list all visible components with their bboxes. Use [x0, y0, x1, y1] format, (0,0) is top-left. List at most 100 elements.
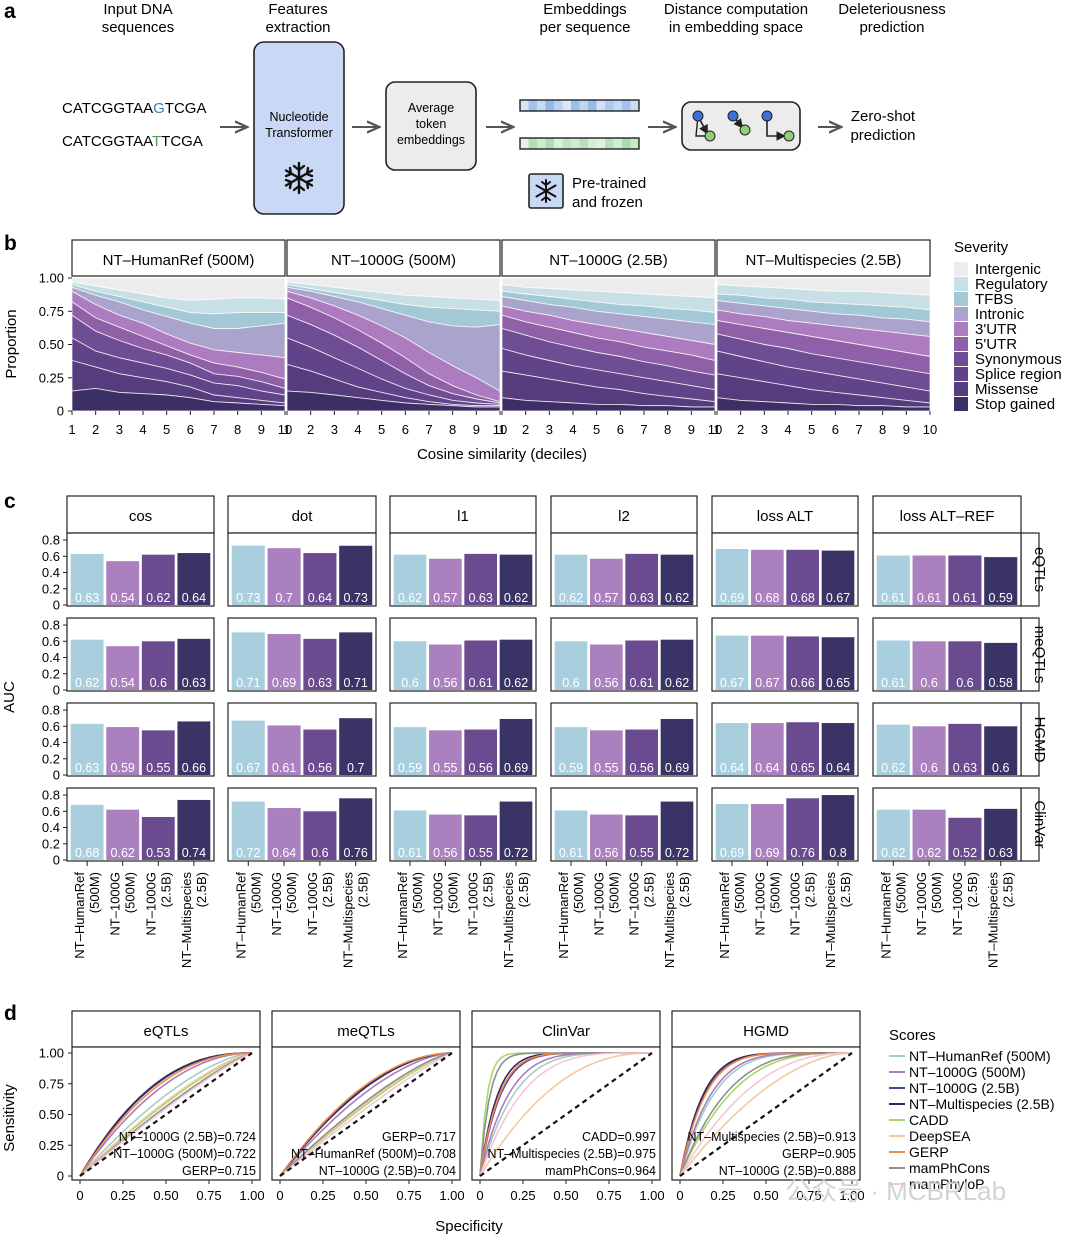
y-tick-label: 0.8: [42, 788, 60, 803]
embedding-cell: [596, 100, 605, 111]
step-title-line: sequences: [102, 19, 175, 36]
bar-value-label: 0.6: [311, 846, 328, 860]
bar: [429, 644, 462, 690]
bar: [393, 810, 427, 860]
roc-curve: [279, 1052, 453, 1177]
bar: [751, 723, 784, 775]
bar: [231, 545, 265, 605]
bar: [590, 644, 623, 690]
embedding-cell: [613, 100, 622, 111]
x-category-label: NT–1000G: [108, 872, 123, 936]
bar: [554, 727, 588, 775]
x-tick-label: 5: [163, 422, 170, 437]
bar-facet: 0.61 0.61 0.61 0.59: [872, 532, 1022, 607]
bar: [715, 548, 749, 605]
y-tick-label: 0.25: [39, 1138, 64, 1153]
legend-swatch: [954, 382, 968, 396]
bar-value-label: 0.64: [308, 591, 332, 605]
watermark: 公众号 · MCBRLab: [785, 1176, 1006, 1206]
transformer-box: [253, 41, 345, 215]
bar: [106, 561, 140, 605]
bar-value-label: 0.54: [111, 591, 135, 605]
bar-value-label: 0.56: [594, 846, 618, 860]
y-tick-label: 0: [53, 853, 60, 868]
bar-value-label: 0.61: [559, 846, 583, 860]
bar: [821, 637, 855, 690]
bar: [876, 640, 910, 690]
facet-strip: [711, 495, 859, 534]
bar-facet: 0.64 0.64 0.65 0.64: [711, 702, 859, 777]
bar-facet: 0.62 0.62 0.52 0.63: [872, 787, 1022, 862]
facet-strip: [71, 1010, 261, 1048]
x-tick-label: 1.00: [439, 1188, 464, 1203]
bar: [948, 555, 982, 605]
auc-annotation: GERP=0.717: [382, 1130, 456, 1144]
embedding-cell: [537, 138, 546, 149]
x-category-label: NT–1000G: [466, 872, 481, 936]
bar-value-label: 0.63: [989, 846, 1013, 860]
legend-label: NT–Multispecies (2.5B): [909, 1096, 1055, 1112]
facet-strip: [671, 1010, 861, 1048]
y-tick-label: 0: [53, 768, 60, 783]
embedding-vectors: [519, 99, 640, 150]
x-category-label: NT–HumanRef: [878, 872, 893, 959]
facet-strip: [71, 239, 286, 277]
embedding-cell: [520, 138, 529, 149]
row-facet-title: eQTLs: [1031, 547, 1048, 592]
bar: [339, 798, 373, 860]
facet-title: eQTLs: [143, 1023, 188, 1040]
legend-label: 5'UTR: [975, 336, 1017, 353]
x-tick-label: 0.25: [310, 1188, 335, 1203]
roc-curve: [79, 1052, 253, 1177]
bar-value-label: 0.62: [881, 846, 905, 860]
bar-value-label: 0.67: [755, 676, 779, 690]
bar-value-label: 0.52: [953, 846, 977, 860]
bar: [984, 726, 1018, 775]
x-tick-label: 8: [234, 422, 241, 437]
bar: [303, 729, 337, 775]
embedding-cell: [579, 100, 588, 111]
facet-title: meQTLs: [337, 1023, 395, 1040]
bar-value-label: 0.56: [433, 676, 457, 690]
bar-value-label: 0.57: [433, 591, 457, 605]
x-category-label: (500M): [606, 872, 621, 913]
bar: [429, 558, 462, 605]
step-title-line: Embeddings: [543, 1, 626, 18]
bar-facet: 0.67 0.67 0.66 0.65: [711, 617, 859, 692]
bar: [912, 641, 946, 690]
bar: [590, 558, 623, 605]
x-tick-label: 5: [378, 422, 385, 437]
bar: [786, 722, 819, 775]
bar-value-label: 0.64: [755, 761, 779, 775]
bar-value-label: 0.63: [75, 761, 99, 775]
step-title-input: Input DNA sequences: [102, 1, 175, 36]
legend-label: GERP: [909, 1144, 949, 1160]
x-tick-label: 3: [546, 422, 553, 437]
bar-value-label: 0.67: [720, 676, 744, 690]
bar: [267, 808, 301, 860]
embedding-cell: [571, 100, 580, 111]
x-tick-label: 6: [187, 422, 194, 437]
y-tick-label: 0.4: [42, 565, 60, 580]
y-tick-label: 0: [53, 598, 60, 613]
bar-value-label: 0.69: [720, 846, 744, 860]
auc-annotation: NT–Multispecies (2.5B)=0.913: [688, 1130, 857, 1144]
output-label: prediction: [850, 127, 915, 144]
x-tick-label: 6: [832, 422, 839, 437]
roc-curve: [679, 1052, 852, 1177]
node-green: [739, 124, 751, 136]
roc-curve: [679, 1052, 853, 1177]
facet-strip: [716, 239, 931, 277]
mutation-alt: T: [152, 133, 161, 150]
bar: [751, 803, 784, 860]
y-tick-label: 0.6: [42, 804, 60, 819]
bar: [660, 639, 694, 690]
x-tick-label: 10: [278, 422, 292, 437]
bar: [70, 723, 104, 775]
bar-value-label: 0.63: [468, 591, 492, 605]
node-blue: [727, 110, 739, 122]
bar-value-label: 0.56: [468, 761, 492, 775]
y-tick-label: 0.8: [42, 703, 60, 718]
x-tick-label: 0.50: [353, 1188, 378, 1203]
